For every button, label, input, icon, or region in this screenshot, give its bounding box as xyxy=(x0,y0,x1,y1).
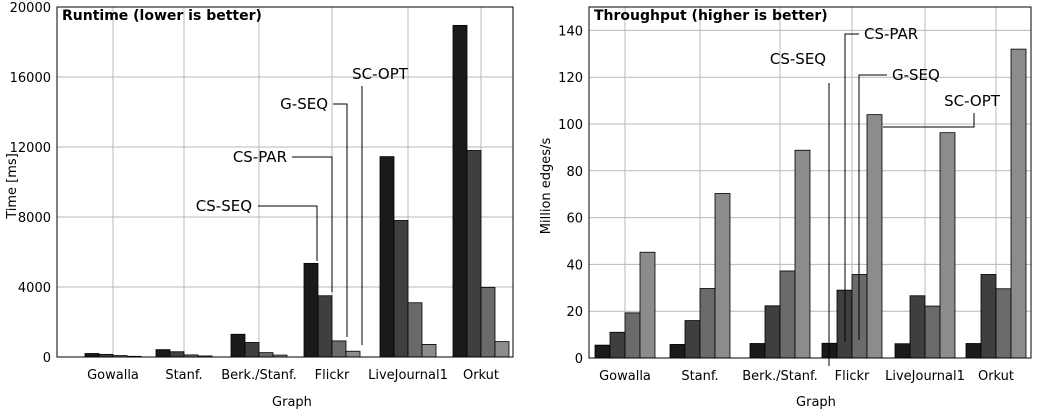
throughput-bar-cs-par-stanf xyxy=(684,320,701,359)
throughput-y-ticks: 0 20 40 60 80 100 120 140 xyxy=(558,24,583,367)
runtime-bar-g-seq-livejournal1 xyxy=(407,302,423,358)
runtime-y-ticks: 0 4000 8000 12000 16000 20000 xyxy=(10,1,51,366)
runtime-cs-par-annotation: CS-PAR xyxy=(233,148,287,166)
runtime-cs-seq-annotation: CS-SEQ xyxy=(196,197,252,215)
runtime-bar-cs-seq-berk-stanf xyxy=(230,333,246,358)
runtime-bar-cs-seq-stanf xyxy=(155,349,171,358)
throughput-y-tick-label: 100 xyxy=(558,118,583,133)
throughput-bar-g-seq-berk-stanf xyxy=(779,270,796,359)
throughput-bar-cs-seq-stanf xyxy=(669,344,686,359)
throughput-bar-g-seq-stanf xyxy=(699,288,716,359)
throughput-bar-sc-opt-stanf xyxy=(714,193,731,359)
throughput-bar-cs-seq-gowalla xyxy=(594,344,611,359)
runtime-x-tick-label-orkut: Orkut xyxy=(463,368,499,383)
runtime-title: Runtime (lower is better) xyxy=(62,8,262,24)
throughput-bar-sc-opt-orkut xyxy=(1010,48,1027,359)
throughput-y-label: Million edges/s xyxy=(539,138,554,235)
runtime-x-tick-label-gowalla: Gowalla xyxy=(87,368,139,383)
runtime-x-ticks: Gowalla Stanf. Berk./Stanf. Flickr LiveJourn… xyxy=(87,368,499,383)
throughput-chart: 0 20 40 60 80 100 120 140 Gowalla Stanf. Berk./St… xyxy=(539,6,1032,410)
runtime-bar-g-seq-orkut xyxy=(480,286,496,358)
runtime-bar-cs-par-stanf xyxy=(169,351,185,358)
throughput-g-seq-annotation: G-SEQ xyxy=(892,66,940,84)
runtime-sc-opt-annotation: SC-OPT xyxy=(352,65,409,83)
throughput-x-ticks: Gowalla Stanf. Berk./Stanf. Flickr LiveJourn… xyxy=(599,369,1014,384)
runtime-bar-sc-opt-flickr xyxy=(345,350,361,358)
runtime-g-seq-leader xyxy=(333,103,348,337)
runtime-x-tick-label-livejournal1: LiveJournal1 xyxy=(368,368,448,383)
runtime-x-tick-label-flickr: Flickr xyxy=(315,368,350,383)
throughput-y-tick-label: 120 xyxy=(558,71,583,86)
runtime-bars xyxy=(84,24,510,358)
runtime-x-tick-label-stanf: Stanf. xyxy=(165,368,202,383)
throughput-x-label: Graph xyxy=(796,395,836,410)
throughput-plot-frame xyxy=(588,6,1032,359)
runtime-plot-frame xyxy=(56,6,514,358)
throughput-y-tick-label: 60 xyxy=(566,212,583,227)
throughput-y-tick-label: 20 xyxy=(566,305,583,320)
throughput-sc-opt-annotation: SC-OPT xyxy=(944,92,1001,110)
throughput-sc-opt-leader xyxy=(883,113,975,128)
throughput-bar-sc-opt-gowalla xyxy=(639,251,656,359)
throughput-x-tick-label-berk-stanf: Berk./Stanf. xyxy=(742,369,818,384)
runtime-bar-g-seq-berk-stanf xyxy=(258,352,274,358)
throughput-x-tick-label-livejournal1: LiveJournal1 xyxy=(885,369,965,384)
throughput-bar-g-seq-gowalla xyxy=(624,312,641,359)
runtime-bar-sc-opt-orkut xyxy=(494,341,510,358)
throughput-bars xyxy=(594,48,1027,359)
runtime-y-tick-label: 8000 xyxy=(18,211,51,226)
throughput-bar-g-seq-orkut xyxy=(995,288,1012,359)
runtime-bar-cs-par-livejournal1 xyxy=(393,220,409,358)
throughput-y-tick-label: 140 xyxy=(558,24,583,39)
runtime-cs-seq-leader xyxy=(258,205,318,261)
throughput-y-tick-label: 80 xyxy=(566,165,583,180)
runtime-g-seq-annotation: G-SEQ xyxy=(280,95,328,113)
throughput-x-tick-label-flickr: Flickr xyxy=(835,369,870,384)
runtime-bar-cs-seq-orkut xyxy=(452,24,468,358)
throughput-g-seq-leader xyxy=(858,74,887,340)
throughput-bar-sc-opt-berk-stanf xyxy=(794,149,811,359)
runtime-y-tick-label: 12000 xyxy=(10,141,51,156)
runtime-bar-cs-seq-gowalla xyxy=(84,353,100,358)
throughput-bar-cs-par-livejournal1 xyxy=(909,295,926,359)
runtime-y-tick-label: 0 xyxy=(43,351,51,366)
runtime-chart: 0 4000 8000 12000 16000 20000 Gowalla Stanf. Be… xyxy=(5,1,514,410)
throughput-bar-cs-par-gowalla xyxy=(609,331,626,359)
runtime-bar-cs-par-berk-stanf xyxy=(244,342,260,358)
runtime-x-label: Graph xyxy=(272,395,312,410)
runtime-annotations: CS-SEQ CS-PAR G-SEQ SC-OPT xyxy=(196,65,409,345)
throughput-bar-sc-opt-livejournal1 xyxy=(939,132,956,359)
runtime-bar-cs-seq-livejournal1 xyxy=(379,156,395,358)
runtime-bar-cs-seq-flickr xyxy=(303,262,319,358)
runtime-bar-cs-par-flickr xyxy=(317,295,333,358)
runtime-y-tick-label: 4000 xyxy=(18,281,51,296)
runtime-bar-cs-par-orkut xyxy=(466,150,482,358)
throughput-annotations: CS-SEQ CS-PAR G-SEQ SC-OPT xyxy=(770,25,1001,366)
throughput-cs-seq-annotation: CS-SEQ xyxy=(770,50,826,68)
runtime-y-label: Time [ms] xyxy=(5,153,20,220)
throughput-cs-par-leader xyxy=(844,33,859,342)
runtime-bar-g-seq-flickr xyxy=(331,340,347,358)
throughput-x-tick-label-gowalla: Gowalla xyxy=(599,369,651,384)
runtime-cs-par-leader xyxy=(292,156,333,292)
throughput-y-tick-label: 40 xyxy=(566,258,583,273)
throughput-bar-cs-par-orkut xyxy=(980,274,997,359)
throughput-bar-cs-seq-orkut xyxy=(965,343,982,359)
throughput-bar-cs-seq-livejournal1 xyxy=(894,343,911,359)
runtime-y-tick-label: 20000 xyxy=(10,1,51,16)
throughput-bar-g-seq-livejournal1 xyxy=(924,305,941,359)
throughput-bar-cs-par-berk-stanf xyxy=(764,305,781,359)
throughput-y-tick-label: 0 xyxy=(575,352,583,367)
runtime-x-tick-label-berk-stanf: Berk./Stanf. xyxy=(221,368,297,383)
throughput-bar-cs-seq-berk-stanf xyxy=(749,343,766,359)
runtime-y-tick-label: 16000 xyxy=(10,71,51,86)
runtime-bar-sc-opt-livejournal1 xyxy=(421,343,437,358)
runtime-grid xyxy=(57,6,513,357)
throughput-x-tick-label-orkut: Orkut xyxy=(978,369,1014,384)
throughput-cs-par-annotation: CS-PAR xyxy=(864,25,918,43)
throughput-x-tick-label-stanf: Stanf. xyxy=(681,369,718,384)
throughput-title: Throughput (higher is better) xyxy=(594,8,828,24)
throughput-bar-sc-opt-flickr xyxy=(866,114,883,359)
